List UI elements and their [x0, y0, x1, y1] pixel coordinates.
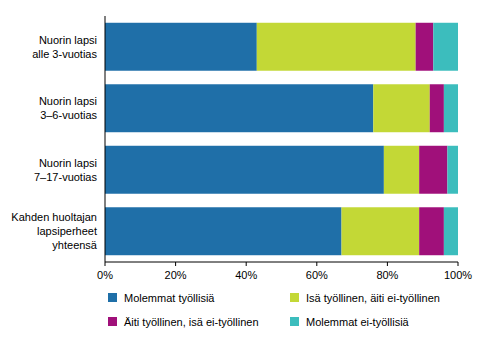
bar-segment: [384, 146, 419, 194]
bar-segment: [105, 146, 384, 194]
category-label-line: Nuorin lapsi: [39, 157, 97, 169]
legend-swatch: [290, 317, 299, 326]
category-label-line: 7–17-vuotias: [34, 171, 97, 183]
legend: Molemmat työllisiä Isä työllinen, äiti ei…: [108, 292, 440, 328]
category-label-line: 3–6-vuotias: [40, 109, 97, 121]
x-tick-label: 80%: [376, 269, 398, 281]
y-axis-line: [105, 16, 106, 262]
category-label-line: lapsiperheet: [37, 225, 97, 237]
category-label: Nuorin lapsi 7–17-vuotias: [34, 157, 97, 183]
x-tick: [458, 262, 459, 266]
bars: [105, 23, 458, 255]
x-tick-label: 100%: [444, 269, 472, 281]
legend-swatch: [108, 317, 117, 326]
x-tick: [175, 262, 176, 266]
bar-segment: [257, 23, 416, 71]
legend-label: Molemmat työllisiä: [124, 292, 215, 304]
bar-segment: [430, 84, 444, 132]
bar-segment: [447, 146, 458, 194]
legend-swatch: [290, 293, 299, 302]
legend-label: Isä työllinen, äiti ei-työllinen: [306, 292, 440, 304]
legend-swatch: [108, 293, 117, 302]
x-axis-line: [105, 262, 458, 263]
x-tick: [316, 262, 317, 266]
legend-label: Molemmat ei-työllisiä: [306, 316, 410, 328]
x-tick: [246, 262, 247, 266]
bar-segment: [419, 207, 444, 255]
category-label: Nuorin lapsi alle 3-vuotias: [32, 34, 97, 60]
category-label-line: yhteensä: [52, 239, 98, 251]
x-tick: [105, 262, 106, 266]
chart-container: Nuorin lapsi alle 3-vuotias Nuorin lapsi 3–…: [0, 0, 492, 342]
bar-segment: [444, 84, 458, 132]
bar-segment: [105, 23, 257, 71]
bar-segment: [433, 23, 458, 71]
category-label-line: Nuorin lapsi: [39, 34, 97, 46]
bar-segment: [419, 146, 447, 194]
bar-segment: [373, 84, 429, 132]
bar-segment: [416, 23, 434, 71]
bar-segment: [105, 207, 342, 255]
x-tick-label: 20%: [165, 269, 187, 281]
x-tick-label: 0%: [97, 269, 113, 281]
x-tick: [387, 262, 388, 266]
bar-segment: [105, 84, 373, 132]
chart-svg: Nuorin lapsi alle 3-vuotias Nuorin lapsi 3–…: [0, 0, 492, 342]
x-tick-label: 40%: [235, 269, 257, 281]
x-tick-label: 60%: [306, 269, 328, 281]
bar-segment: [444, 207, 458, 255]
category-label: Kahden huoltajan lapsiperheet yhteensä: [11, 211, 98, 251]
category-label-line: alle 3-vuotias: [32, 48, 97, 60]
category-label: Nuorin lapsi 3–6-vuotias: [39, 95, 98, 121]
category-label-line: Nuorin lapsi: [39, 95, 97, 107]
bar-segment: [342, 207, 420, 255]
category-label-line: Kahden huoltajan: [11, 211, 97, 223]
legend-label: Äiti työllinen, isä ei-työllinen: [124, 316, 259, 328]
